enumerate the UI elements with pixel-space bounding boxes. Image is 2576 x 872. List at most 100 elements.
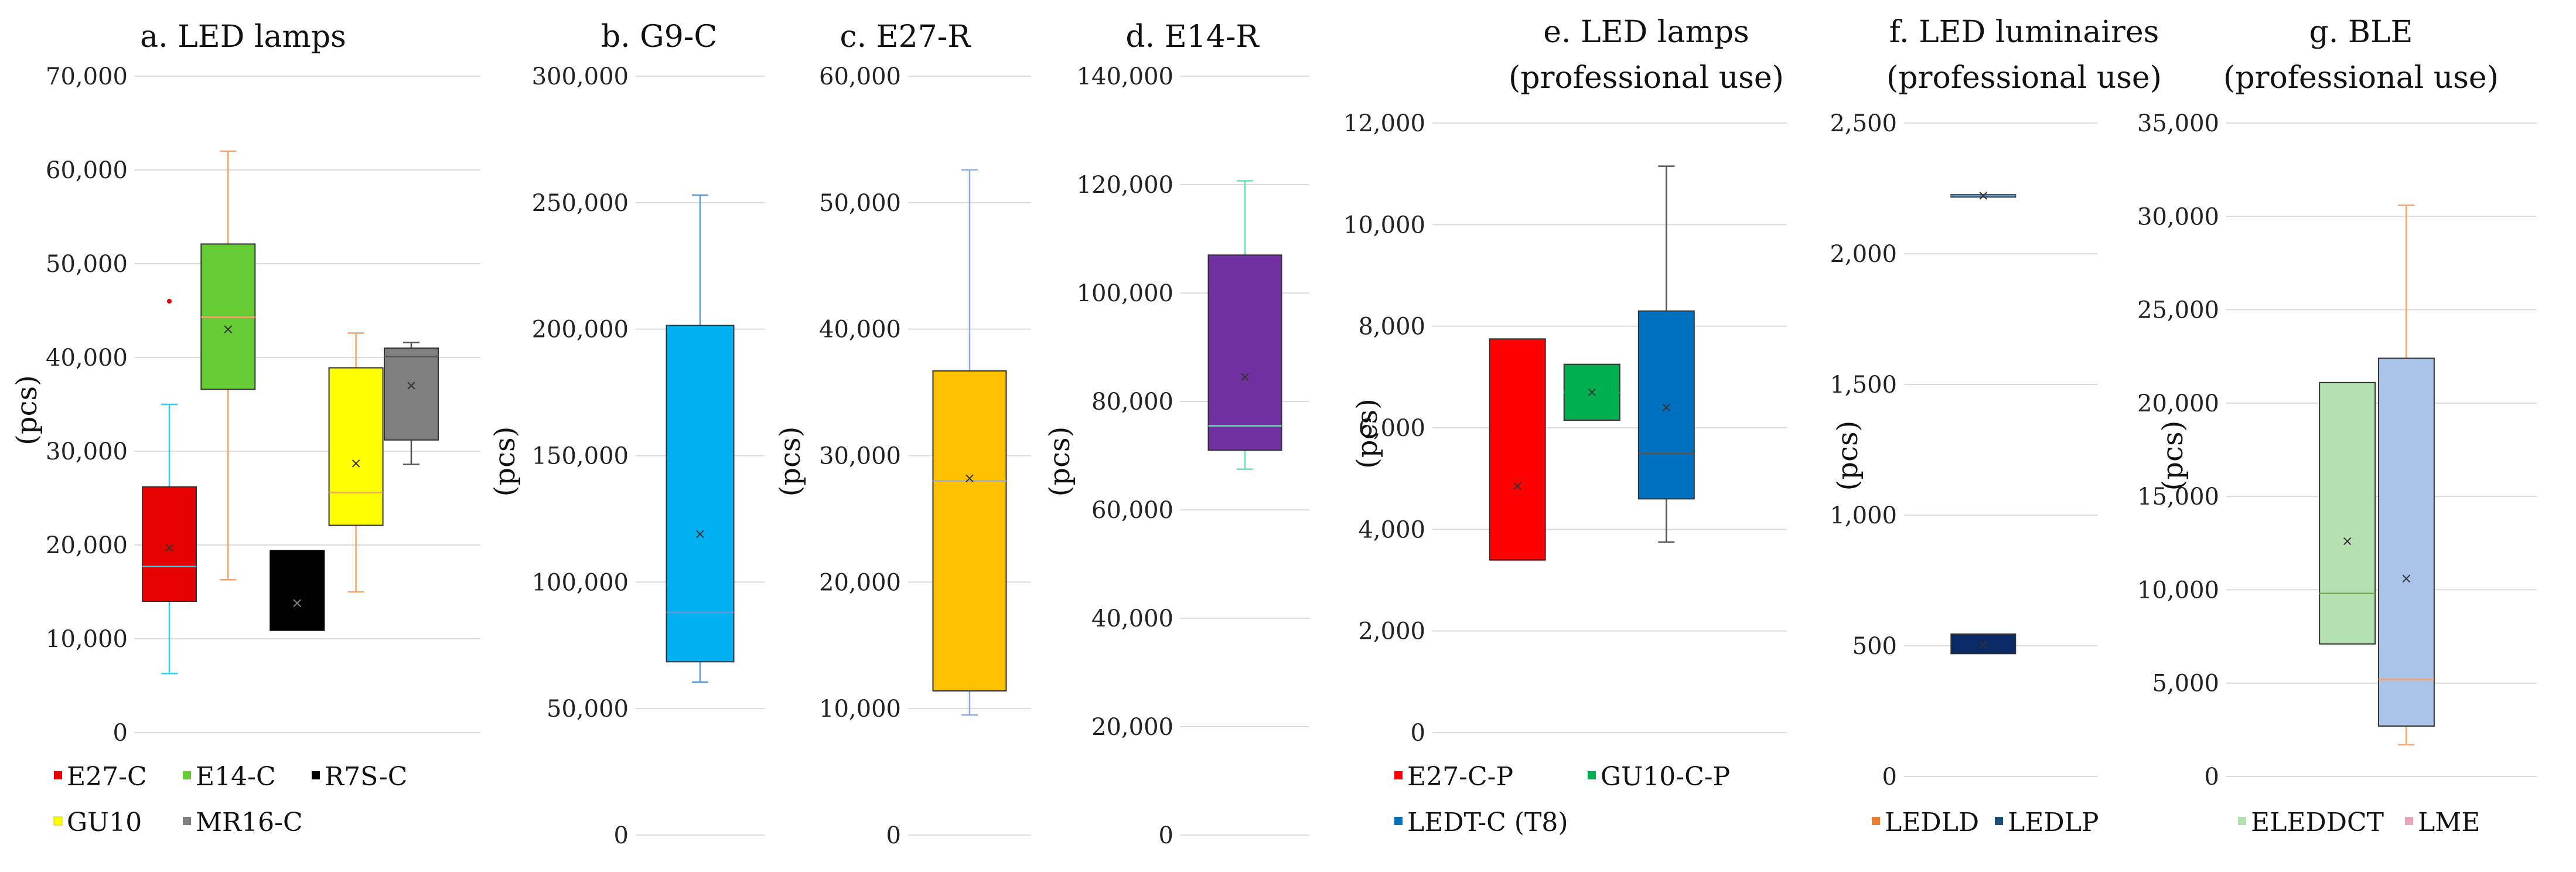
y-tick-label: 50,000 xyxy=(547,696,629,723)
mean-marker xyxy=(352,459,360,468)
mean-marker xyxy=(1979,192,1988,200)
y-tick-label: 20,000 xyxy=(46,532,128,559)
y-tick-label: 10,000 xyxy=(2137,577,2219,604)
panel-a: a. LED lamps 0 10,000 20,000 30,000 40,000 50,… xyxy=(11,19,480,837)
y-tick-label: 1,500 xyxy=(1830,372,1897,398)
legend-label: E27-C-P xyxy=(1407,762,1513,792)
box-iqr xyxy=(269,550,325,631)
y-axis-label: (pcs) xyxy=(1351,398,1384,469)
box-iqr xyxy=(142,486,197,602)
legend-swatch xyxy=(183,771,191,779)
panel-b: b. G9-C 0 50,000 100,000 150,000 200,000 250,0… xyxy=(489,19,765,849)
box-e14-r xyxy=(1207,180,1282,470)
panel-g: g. BLE (professional use) 0 5,000 10,000 15,0… xyxy=(2137,15,2537,837)
outlier-point xyxy=(167,299,172,304)
legend-label: LEDLP xyxy=(2008,808,2099,837)
y-axis-label: (pcs) xyxy=(1043,427,1076,497)
y-axis-label: (pcs) xyxy=(489,427,521,497)
chart-title: c. E27-R xyxy=(840,19,971,54)
y-tick-label: 5,000 xyxy=(2152,670,2219,697)
box-iqr xyxy=(328,367,384,526)
y-tick-label: 50,000 xyxy=(819,190,901,217)
mean-marker xyxy=(2402,574,2411,583)
mean-marker xyxy=(293,599,302,607)
y-tick-label: 2,000 xyxy=(1830,241,1897,268)
y-tick-label: 40,000 xyxy=(46,345,128,372)
y-tick-label: 200,000 xyxy=(532,316,629,343)
y-tick-label: 20,000 xyxy=(1091,714,1173,741)
box-iqr xyxy=(1637,310,1695,500)
y-axis-label: (pcs) xyxy=(2157,421,2189,491)
y-axis-label: (pcs) xyxy=(1831,421,1864,491)
legend-label: GU10-C-P xyxy=(1601,762,1730,792)
y-axis-label: (pcs) xyxy=(11,375,43,445)
box-e27-c-p xyxy=(1489,338,1546,561)
y-tick-label: 1,000 xyxy=(1830,502,1897,529)
mean-marker xyxy=(407,382,415,390)
y-tick-label: 10,000 xyxy=(1343,212,1425,239)
mean-marker xyxy=(696,530,704,539)
chart-title: e. LED lamps xyxy=(1543,15,1749,50)
y-tick-label: 60,000 xyxy=(819,63,901,90)
legend-swatch xyxy=(312,771,320,779)
y-tick-label: 70,000 xyxy=(46,63,128,90)
chart-title: b. G9-C xyxy=(601,19,717,54)
box-mr16-c xyxy=(384,342,439,465)
box-eleddct xyxy=(2319,382,2376,645)
legend-swatch xyxy=(1394,817,1403,825)
panel-c: c. E27-R 0 10,000 20,000 30,000 40,000 50,000 6… xyxy=(774,19,1031,849)
y-tick-label: 10,000 xyxy=(46,626,128,653)
y-tick-label: 250,000 xyxy=(532,190,629,217)
legend-swatch xyxy=(2238,817,2246,825)
legend-label: LME xyxy=(2418,808,2480,837)
mean-marker xyxy=(1241,373,1249,382)
box-lme xyxy=(2377,204,2435,746)
chart-title: (professional use) xyxy=(1509,60,1784,96)
box-iqr xyxy=(666,325,735,663)
box-iqr xyxy=(1207,254,1282,451)
mean-marker xyxy=(2343,537,2352,546)
box-e27-c xyxy=(142,299,197,675)
y-tick-label: 30,000 xyxy=(819,443,901,470)
y-tick-label: 30,000 xyxy=(46,438,128,465)
legend-swatch xyxy=(1394,771,1403,779)
chart-title: (professional use) xyxy=(2223,60,2499,96)
chart-title: g. BLE xyxy=(2309,15,2413,50)
y-tick-label: 4,000 xyxy=(1358,516,1425,543)
legend-label: GU10 xyxy=(67,808,142,837)
y-tick-label: 8,000 xyxy=(1358,314,1425,340)
chart-title: a. LED lamps xyxy=(140,19,346,54)
legend-swatch xyxy=(183,817,191,825)
box-iqr xyxy=(2319,382,2376,645)
y-tick-label: 20,000 xyxy=(2137,390,2219,417)
y-tick-label: 0 xyxy=(886,822,901,849)
y-tick-label: 0 xyxy=(1411,720,1425,747)
legend-label: E14-C xyxy=(196,762,276,792)
box-r7s-c xyxy=(269,550,325,631)
panel-e: e. LED lamps (professional use) 0 2,000 4,00… xyxy=(1343,15,1787,837)
legend-swatch xyxy=(1995,817,2003,825)
y-tick-label: 40,000 xyxy=(1091,605,1173,632)
y-tick-label: 500 xyxy=(1852,633,1897,660)
legend-label: LEDT-C (T8) xyxy=(1407,808,1568,837)
mean-marker xyxy=(1979,641,1988,649)
y-tick-label: 0 xyxy=(2205,764,2219,791)
y-tick-label: 20,000 xyxy=(819,569,901,596)
legend-swatch xyxy=(53,816,63,826)
box-ledt-c-t8- xyxy=(1637,165,1695,543)
y-tick-label: 0 xyxy=(614,822,629,849)
mean-marker xyxy=(1513,482,1521,491)
y-tick-label: 2,500 xyxy=(1830,110,1897,137)
mean-marker xyxy=(224,325,233,333)
chart-title: f. LED luminaires xyxy=(1889,15,2159,50)
y-tick-label: 35,000 xyxy=(2137,110,2219,137)
panel-d: d. E14-R 0 20,000 40,000 60,000 80,000 100,000… xyxy=(1043,19,1309,849)
chart-title: (professional use) xyxy=(1886,60,2162,96)
y-tick-label: 2,000 xyxy=(1358,618,1425,645)
box-iqr xyxy=(384,348,439,441)
y-tick-label: 0 xyxy=(1882,764,1897,791)
legend-swatch xyxy=(54,771,62,779)
y-tick-label: 0 xyxy=(113,720,128,747)
box-ledlp xyxy=(1950,633,2017,655)
